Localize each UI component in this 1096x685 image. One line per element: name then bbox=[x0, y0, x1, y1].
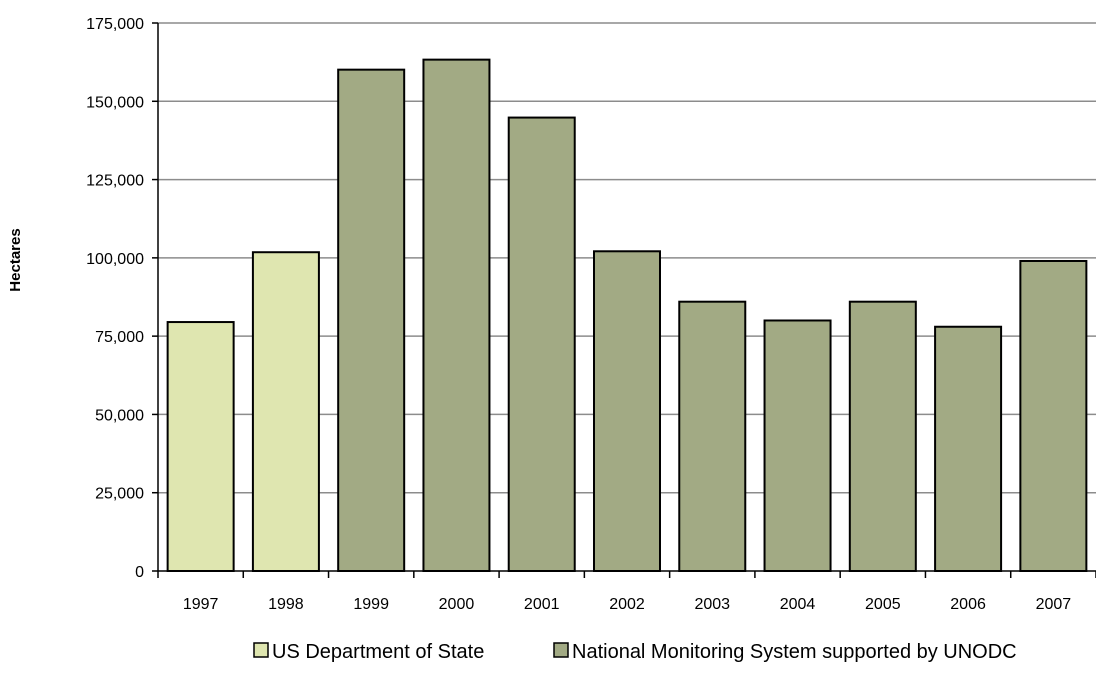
x-tick-label: 1999 bbox=[353, 596, 389, 613]
y-tick-label: 100,000 bbox=[86, 251, 144, 268]
y-tick-label: 125,000 bbox=[86, 173, 144, 190]
bar-2000 bbox=[422, 58, 491, 572]
x-tick-label: 2007 bbox=[1036, 596, 1072, 613]
x-tick-label: 2004 bbox=[780, 596, 816, 613]
y-tick-label: 175,000 bbox=[86, 16, 144, 33]
bar-1999 bbox=[337, 68, 406, 572]
bars bbox=[166, 58, 1088, 573]
x-tick-label: 2003 bbox=[694, 596, 730, 613]
bar-2003 bbox=[678, 300, 747, 572]
y-axis-title: Hectares bbox=[7, 228, 24, 291]
y-tick-label: 150,000 bbox=[86, 94, 144, 111]
bar-1997 bbox=[166, 321, 235, 572]
x-tick-label: 2001 bbox=[524, 596, 560, 613]
legend-swatch bbox=[553, 642, 569, 658]
bar-1998 bbox=[251, 251, 320, 572]
y-tick-label: 25,000 bbox=[95, 486, 144, 503]
x-tick-label: 2005 bbox=[865, 596, 901, 613]
y-tick-label: 75,000 bbox=[95, 329, 144, 346]
bar-2001 bbox=[507, 116, 576, 572]
x-tick-label: 2002 bbox=[609, 596, 645, 613]
legend-label: US Department of State bbox=[272, 641, 484, 663]
tick-labels: 0 25,000 50,000 75,000 100,000 125,000 150,000… bbox=[86, 16, 1071, 613]
y-tick-label: 50,000 bbox=[95, 407, 144, 424]
bar-2006 bbox=[934, 325, 1003, 572]
legend-label: National Monitoring System supported by … bbox=[572, 641, 1017, 663]
bar-2004 bbox=[763, 319, 832, 572]
x-tick-label: 2000 bbox=[439, 596, 475, 613]
legend: US Department of State National Monitorin… bbox=[253, 641, 1017, 663]
y-tick-label: 0 bbox=[135, 564, 144, 581]
axes bbox=[152, 22, 1096, 578]
legend-swatch bbox=[253, 642, 269, 658]
bar-2007 bbox=[1019, 259, 1088, 572]
bar-2005 bbox=[848, 300, 917, 572]
x-tick-label: 1997 bbox=[183, 596, 219, 613]
bar-2002 bbox=[593, 250, 661, 573]
x-tick-label: 2006 bbox=[950, 596, 986, 613]
x-tick-label: 1998 bbox=[268, 596, 304, 613]
